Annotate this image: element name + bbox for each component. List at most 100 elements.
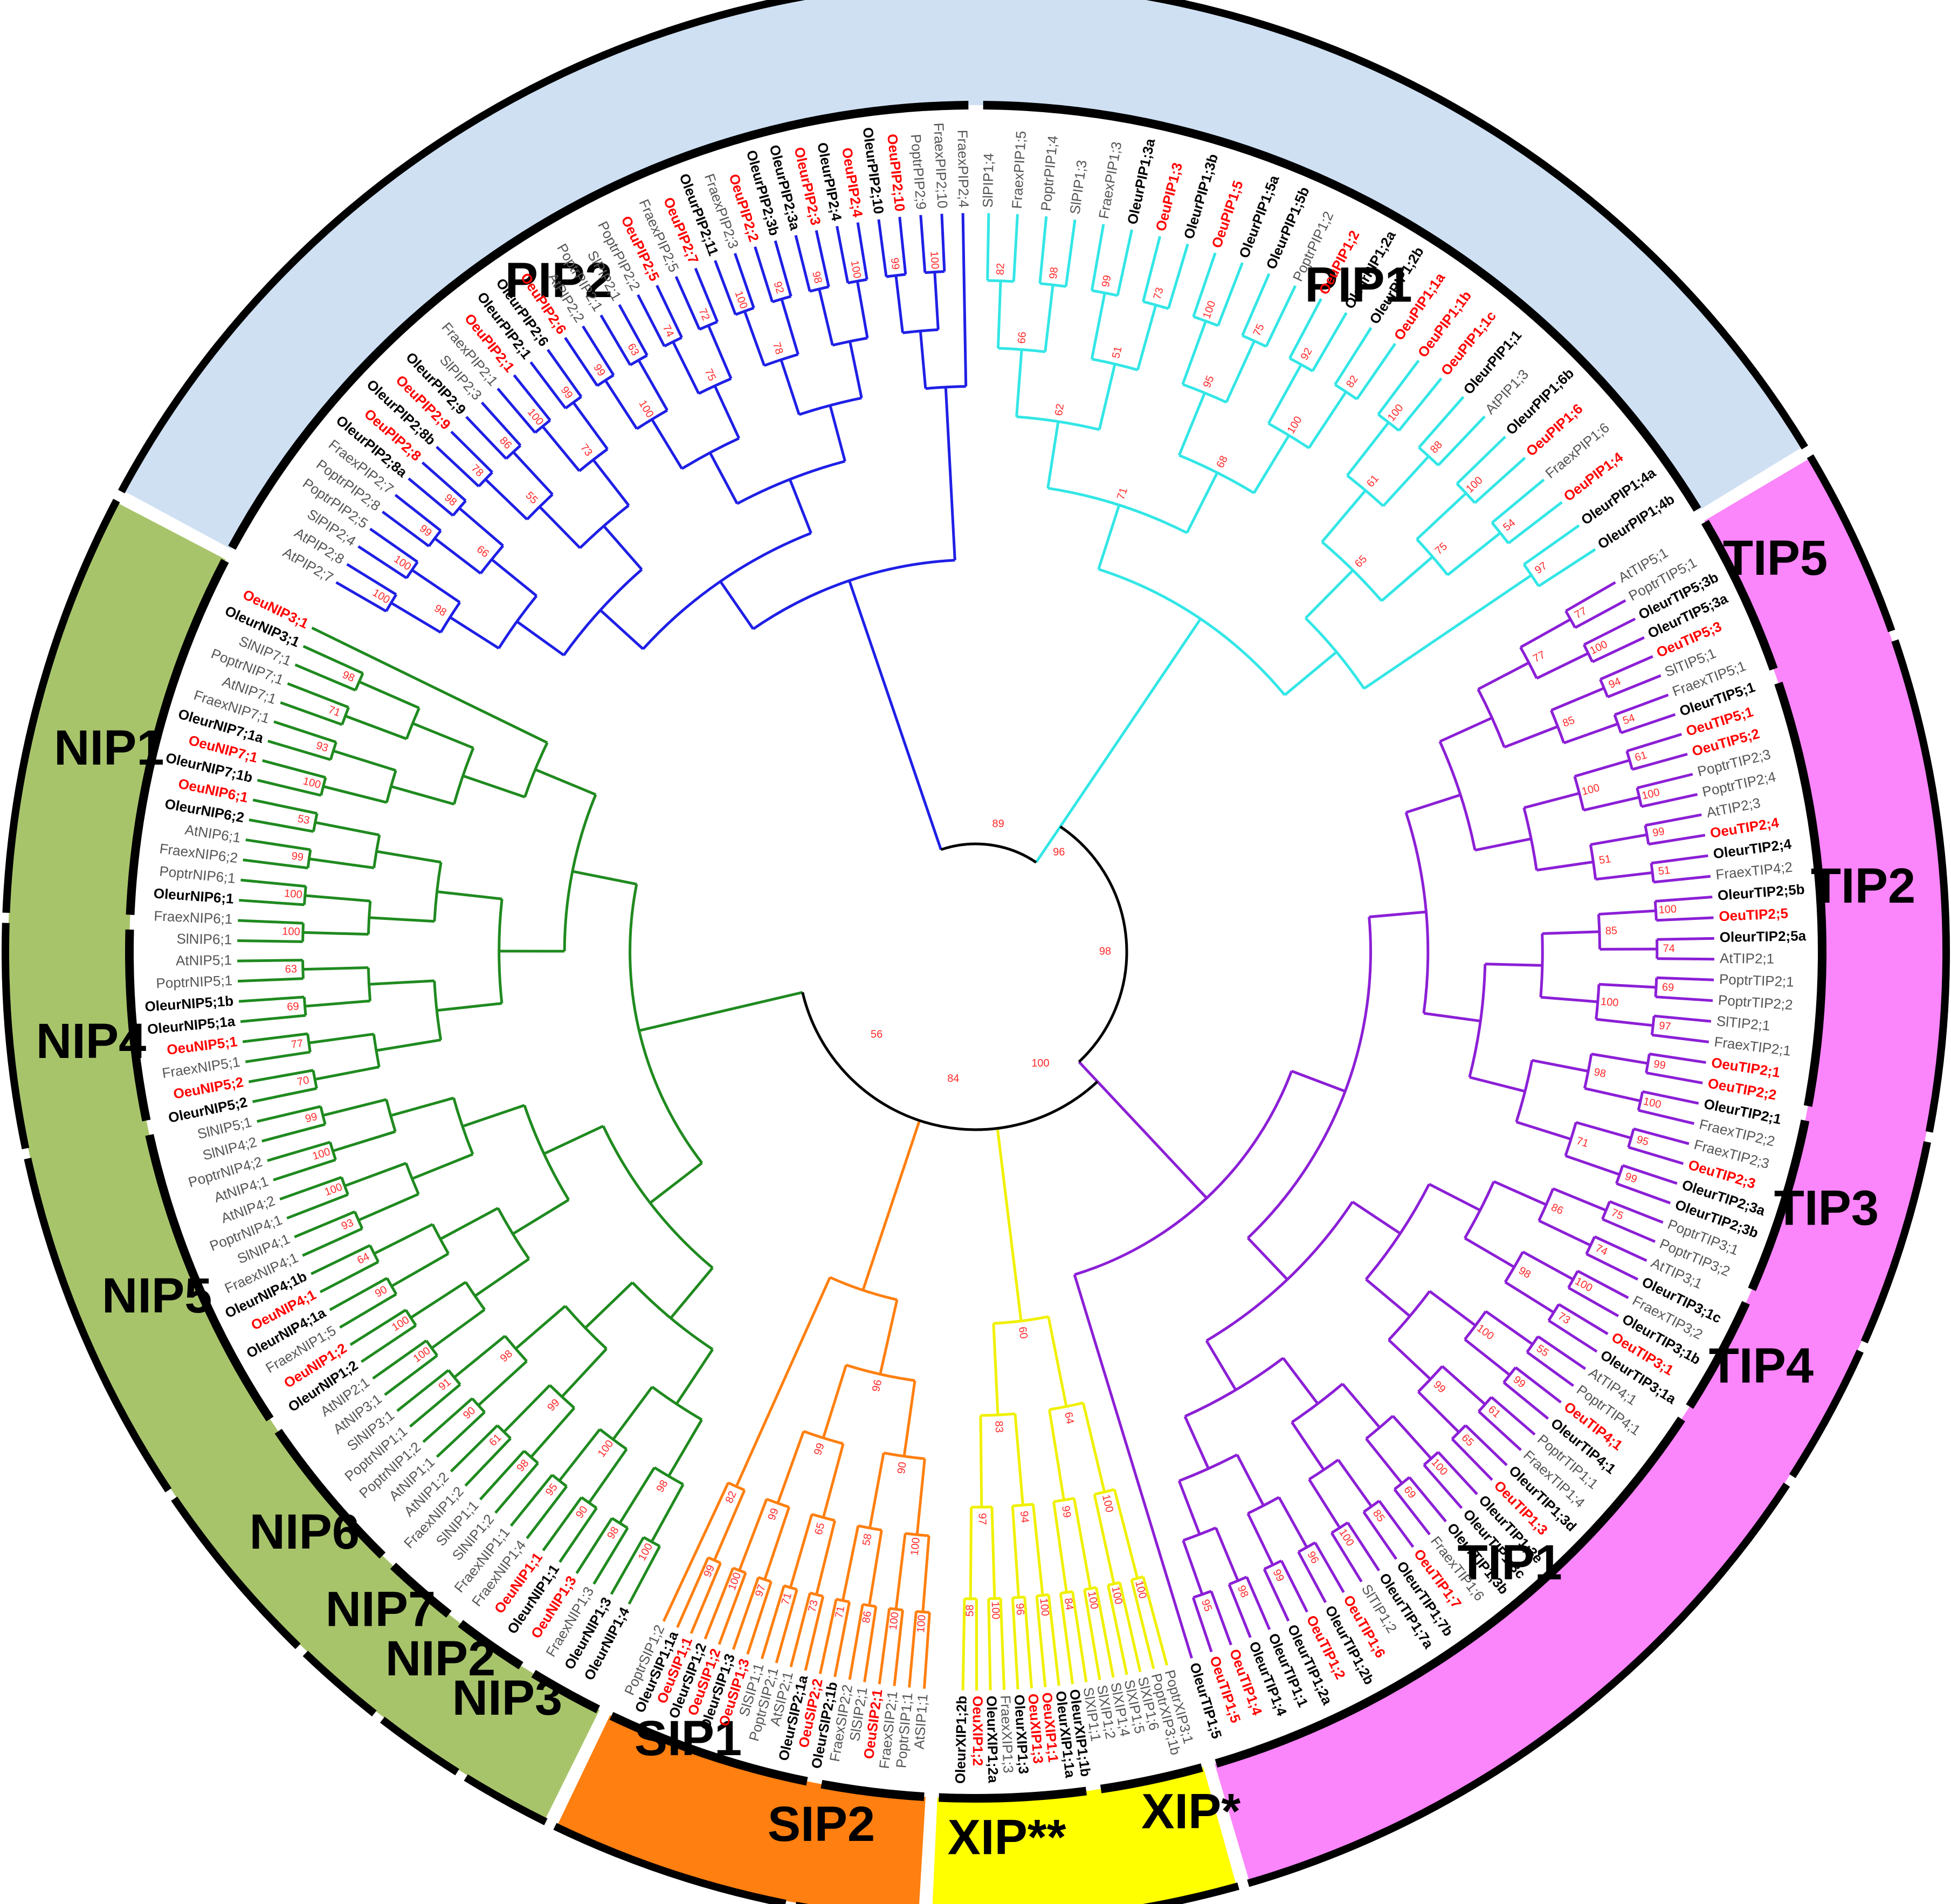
branch [1464,1424,1508,1467]
leaf-label: OleurXIP1;2a [983,1695,1001,1783]
branch [1451,1438,1493,1481]
branch [1620,713,1676,734]
branch [610,1536,645,1595]
bootstrap-label: 96 [1014,1603,1026,1616]
backbone [638,580,1208,1322]
sector-rim [1891,639,1950,1133]
leaf-label: OleurNIP5;1b [144,993,234,1015]
bootstrap-label: 96 [1053,846,1065,858]
branch [314,1066,380,1081]
branch [1585,1253,1638,1281]
sector-label: PIP2 [505,253,612,308]
branch [1601,1201,1611,1220]
branch [1236,1454,1265,1507]
branch [1217,262,1244,326]
branch [670,1267,714,1319]
branch [526,493,554,520]
branch [1225,340,1256,403]
branch [1504,1251,1525,1283]
branch [1346,474,1384,507]
branch [1363,1500,1380,1514]
branch [656,285,683,339]
bootstrap-label: 95 [1201,374,1217,390]
leaf-label: SlPIP1;4 [980,153,997,208]
branch [1252,435,1290,494]
branch [1416,538,1449,576]
branch [394,493,442,532]
branch [1382,455,1430,507]
branch [1644,825,1650,844]
branch [868,1452,885,1529]
bootstrap-label: 92 [1299,346,1315,362]
branch [921,1535,930,1612]
branch [341,706,350,725]
branch [707,1556,721,1564]
branch [530,1407,576,1458]
sector-rim [2,923,30,1150]
bootstrap-label: 99 [1653,1058,1667,1071]
branch [1185,472,1219,534]
branch [1523,792,1580,809]
branch [359,680,420,710]
bootstrap-label: 100 [1640,786,1660,802]
sector-label: NIP2 [385,1631,496,1686]
bootstrap-label: 97 [976,1513,988,1525]
branch [704,1567,735,1640]
branch [1059,1593,1074,1685]
bootstrap-label: 61 [1364,473,1381,490]
branch [477,1360,528,1407]
branch [1655,895,1713,903]
sector-arc-tip4 [1686,1301,1750,1409]
branch [1418,446,1439,466]
bootstrap-label: 75 [1251,322,1267,338]
branch [1547,1303,1560,1322]
branch [789,1514,814,1588]
branch [1651,854,1708,865]
leaf-label: PoptrNIP6;1 [158,863,236,886]
branch [719,580,755,630]
branch [1649,1053,1706,1064]
branch [861,1120,921,1291]
bootstrap-label: 61 [1633,749,1649,764]
bootstrap-label: 89 [992,818,1004,830]
bootstrap-label: 86 [860,1610,874,1624]
branch [408,477,454,517]
branch [302,645,364,675]
branch [1563,722,1618,745]
branch [480,401,522,446]
branch [311,627,548,744]
bootstrap-label: 96 [870,1379,884,1393]
branch [549,1384,575,1409]
branch [404,1163,420,1195]
branch [988,1597,1001,1600]
leaf-label: FraexNIP6;2 [158,840,239,866]
leaf-label: AtNIP6;1 [184,821,242,846]
branch [1653,1014,1712,1023]
branch [1594,1235,1647,1262]
branch [257,779,322,797]
branch [894,275,904,333]
branch [1048,1409,1065,1501]
branch [862,1603,877,1608]
branch [1182,1539,1204,1595]
branch [333,750,396,772]
branch [1116,229,1133,296]
branch [558,1428,601,1482]
branch [308,1033,374,1044]
branch [788,479,812,534]
branch [384,1354,438,1396]
branch [436,1002,502,1012]
branch [804,1596,825,1671]
leaf-label: PoptrPIP2;9 [908,134,929,210]
branch [940,842,1037,864]
branch [1584,1087,1641,1103]
branch [1656,916,1714,922]
branch [385,594,397,612]
branch [708,452,739,505]
branch [1627,1128,1635,1148]
branch [382,511,430,547]
bootstrap-label: 73 [1152,286,1166,301]
branch [1012,1502,1033,1508]
bootstrap-label: 100 [596,1438,616,1460]
